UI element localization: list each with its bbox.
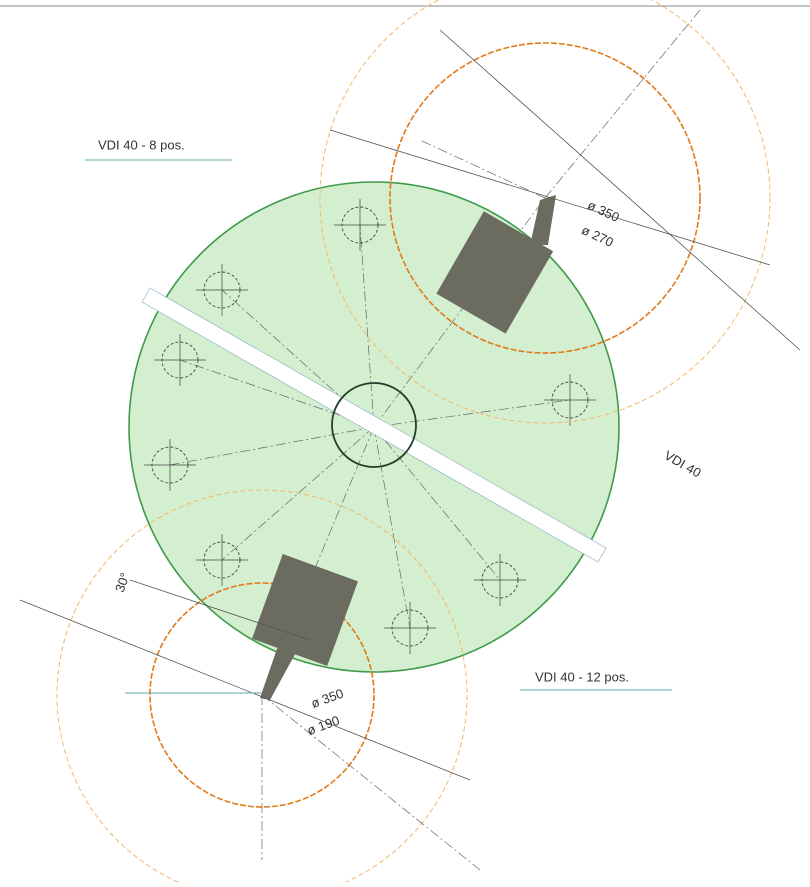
dimension: ø 350 <box>309 686 345 711</box>
line-work <box>260 640 300 700</box>
turret-12-label: VDI 40 - 12 pos. <box>535 669 629 684</box>
angle-label: 30° <box>112 571 133 595</box>
line-work <box>545 10 700 198</box>
dimension: ø 270 <box>579 222 615 250</box>
drawing: VDI 40 - 8 pos. VDI 40 - 12 pos. VDI 40 … <box>0 0 810 882</box>
line-work <box>420 140 545 198</box>
dimension: ø 350 <box>585 197 621 225</box>
slot-label: VDI 40 <box>662 448 704 481</box>
line-work <box>530 195 556 245</box>
turret-8-label: VDI 40 - 8 pos. <box>98 137 185 152</box>
